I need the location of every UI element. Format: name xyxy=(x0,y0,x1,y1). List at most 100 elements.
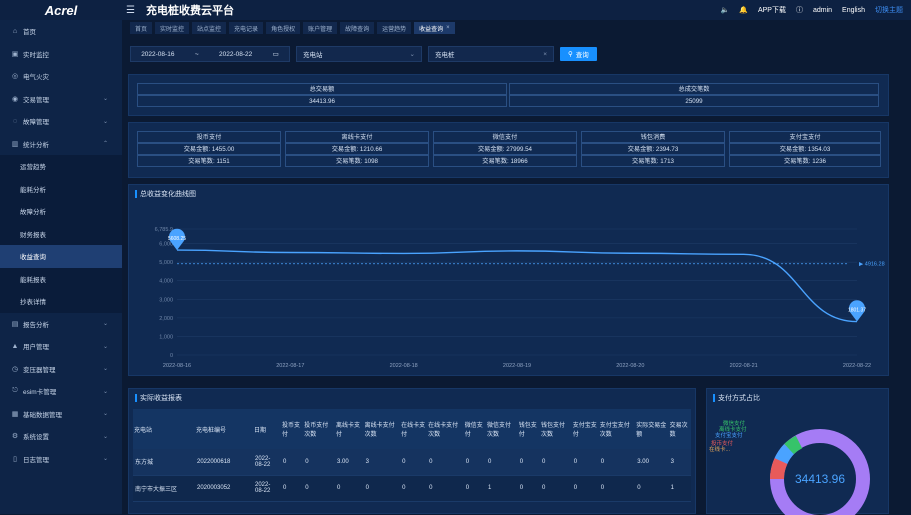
column-header: 在线卡支付次数 xyxy=(427,409,464,449)
monitor-icon: ▣ xyxy=(11,50,19,58)
donut-slice-coin xyxy=(770,458,788,480)
sidebar-item-label: 用户管理 xyxy=(23,344,49,352)
sidebar-item-realtime[interactable]: ▣ 实时监控 xyxy=(0,43,122,66)
chevron-down-icon: ⌄ xyxy=(102,411,108,418)
sidebar-item-log[interactable]: ▯ 日志管理 ⌄ xyxy=(0,448,122,471)
total-count-label: 总成交笔数 xyxy=(509,83,879,95)
revenue-chart-panel: 总收益变化曲线图 6,785.9 6,000 5,000 4,000 3,000 2,00… xyxy=(128,184,889,376)
table-cell: 1 xyxy=(485,475,518,502)
column-header: 微信支付次数 xyxy=(485,409,518,449)
table-cell: 0 xyxy=(335,475,364,502)
payment-card: 支付宝支付 交易金额: 1354.03 交易笔数: 1236 xyxy=(729,131,881,167)
sidebar-sub-trend[interactable]: 运营趋势 xyxy=(0,155,122,178)
sidebar-sub-finance[interactable]: 财务报表 xyxy=(0,222,122,245)
tab-station[interactable]: 站点监控 xyxy=(192,22,227,34)
query-button[interactable]: ⚲ 查询 xyxy=(560,47,597,61)
payment-name: 钱包消费 xyxy=(581,131,725,143)
station-select[interactable]: 充电站 ⌄ xyxy=(296,46,422,62)
x-tick-label: 2022-08-21 xyxy=(730,363,758,369)
table-cell: 2022000618 xyxy=(195,449,253,476)
pile-select-value: 充电桩 xyxy=(435,52,455,59)
y-tick-label: 1,000 xyxy=(159,334,173,340)
y-tick-label: 6,000 xyxy=(159,242,173,248)
table-row[interactable]: 南宁市大振三区 2020003052 2022-08-22 0 0 0 0 0 … xyxy=(133,475,691,502)
column-header: 投币支付 xyxy=(281,409,304,449)
tab-trend[interactable]: 运营趋势 xyxy=(377,22,412,34)
column-header: 交易次数 xyxy=(668,409,691,449)
sidebar-item-trade[interactable]: ◉ 交易管理 ⌄ xyxy=(0,88,122,111)
tab-account[interactable]: 账户管理 xyxy=(303,22,338,34)
theme-switch[interactable]: 切换主题 xyxy=(875,7,903,14)
sidebar-item-label: 电气火灾 xyxy=(23,74,49,82)
chevron-down-icon: ⌄ xyxy=(102,118,108,125)
sidebar-item-esim[interactable]: ⎋ esim卡管理 ⌄ xyxy=(0,380,122,403)
x-tick-label: 2022-08-17 xyxy=(276,363,304,369)
fault-icon: ◌ xyxy=(12,117,18,125)
close-icon[interactable]: × xyxy=(446,25,450,31)
average-label: ▶ 4916.28 xyxy=(859,262,885,268)
menu-toggle-icon[interactable]: ☰ xyxy=(126,4,135,16)
table-cell: 南宁市大振三区 xyxy=(133,475,195,502)
app-download-link[interactable]: APP下载 xyxy=(757,7,786,14)
sidebar-sub-energy[interactable]: 能耗分析 xyxy=(0,177,122,200)
table-cell: 0 xyxy=(463,449,486,476)
volume-icon[interactable]: 🔈 xyxy=(720,7,730,14)
trade-icon: ◉ xyxy=(11,95,19,103)
sidebar: ⌂ 首页 ▣ 实时监控 ◎ 电气火灾 ◉ 交易管理 ⌄ ◌ 故障管理 ⌄ ▥ 统计分析 ⌃ 运营趋… xyxy=(0,20,122,514)
top-bar: Acrel ☰ 充电桩收费云平台 🔈 🔔 APP下载 ⓘ admin Engli… xyxy=(0,0,911,20)
table-row[interactable]: 东方城 2022000618 2022-08-22 0 0 3.00 3 0 0… xyxy=(133,449,691,476)
sidebar-sub-meter[interactable]: 抄表详情 xyxy=(0,290,122,313)
column-header: 钱包支付 xyxy=(517,409,540,449)
sidebar-sub-energy-report[interactable]: 能耗报表 xyxy=(0,267,122,290)
payment-name: 微信支付 xyxy=(433,131,577,143)
table-cell: 0 xyxy=(427,475,464,502)
sidebar-sub-revenue[interactable]: 收益查询 xyxy=(0,245,122,268)
sidebar-item-report[interactable]: ▤ 报告分析 ⌄ xyxy=(0,313,122,336)
sidebar-item-stats[interactable]: ▥ 统计分析 ⌃ xyxy=(0,133,122,156)
tab-revenue[interactable]: 收益查询 × xyxy=(414,22,455,34)
help-icon[interactable]: ⓘ xyxy=(795,7,803,14)
total-count-value: 25099 xyxy=(509,95,879,107)
bell-icon[interactable]: 🔔 xyxy=(739,7,748,14)
sidebar-item-home[interactable]: ⌂ 首页 xyxy=(0,20,122,43)
sidebar-item-user[interactable]: ▲ 用户管理 ⌄ xyxy=(0,335,122,358)
sidebar-item-transformer[interactable]: ◷ 变压器管理 ⌄ xyxy=(0,358,122,381)
sidebar-item-label: 交易管理 xyxy=(23,96,49,104)
sidebar-sub-fault[interactable]: 故障分析 xyxy=(0,200,122,223)
sidebar-item-settings[interactable]: ⚙ 系统设置 ⌄ xyxy=(0,425,122,448)
table-cell: 0 xyxy=(400,449,428,476)
chevron-down-icon: ⌄ xyxy=(102,96,108,103)
sidebar-item-fire[interactable]: ◎ 电气火灾 xyxy=(0,65,122,88)
table-cell: 0 xyxy=(635,475,669,502)
sidebar-item-label: 变压器管理 xyxy=(23,366,56,374)
table-cell: 3 xyxy=(668,449,691,476)
payment-count: 交易笔数: 18966 xyxy=(433,155,577,167)
table-cell: 0 xyxy=(400,475,428,502)
pile-select[interactable]: 充电桩 × xyxy=(428,46,554,62)
username[interactable]: admin xyxy=(812,6,833,14)
language-switch[interactable]: English xyxy=(842,6,865,14)
table-cell: 0 xyxy=(485,449,518,476)
chevron-down-icon: ⌄ xyxy=(102,321,108,328)
tab-home[interactable]: 首页 xyxy=(130,22,153,34)
app-title: 充电桩收费云平台 xyxy=(146,5,234,17)
tab-role[interactable]: 角色授权 xyxy=(266,22,301,34)
column-header: 投币支付次数 xyxy=(303,409,336,449)
data-icon: ▦ xyxy=(11,410,19,418)
payment-name: 支付宝支付 xyxy=(729,131,881,143)
sim-icon: ⎋ xyxy=(12,387,18,395)
date-range-picker[interactable]: 2022-08-16 ~ 2022-08-22 ▭ xyxy=(130,46,290,62)
tab-charge-record[interactable]: 充电记录 xyxy=(229,22,264,34)
x-tick-label: 2022-08-22 xyxy=(843,363,871,369)
tab-fault[interactable]: 故障查询 xyxy=(340,22,375,34)
table-cell: 0 xyxy=(598,449,636,476)
sidebar-item-label: 基础数据管理 xyxy=(23,411,62,419)
payment-card: 投币支付 交易金额: 1455.00 交易笔数: 1151 xyxy=(137,131,281,167)
sidebar-item-fault[interactable]: ◌ 故障管理 ⌄ xyxy=(0,110,122,133)
max-marker-pin xyxy=(169,228,185,251)
x-tick-label: 2022-08-20 xyxy=(616,363,644,369)
sidebar-item-basedata[interactable]: ▦ 基础数据管理 ⌄ xyxy=(0,403,122,426)
sidebar-item-label: 日志管理 xyxy=(23,456,49,464)
payment-count: 交易笔数: 1713 xyxy=(581,155,725,167)
tab-realtime[interactable]: 实时监控 xyxy=(155,22,190,34)
